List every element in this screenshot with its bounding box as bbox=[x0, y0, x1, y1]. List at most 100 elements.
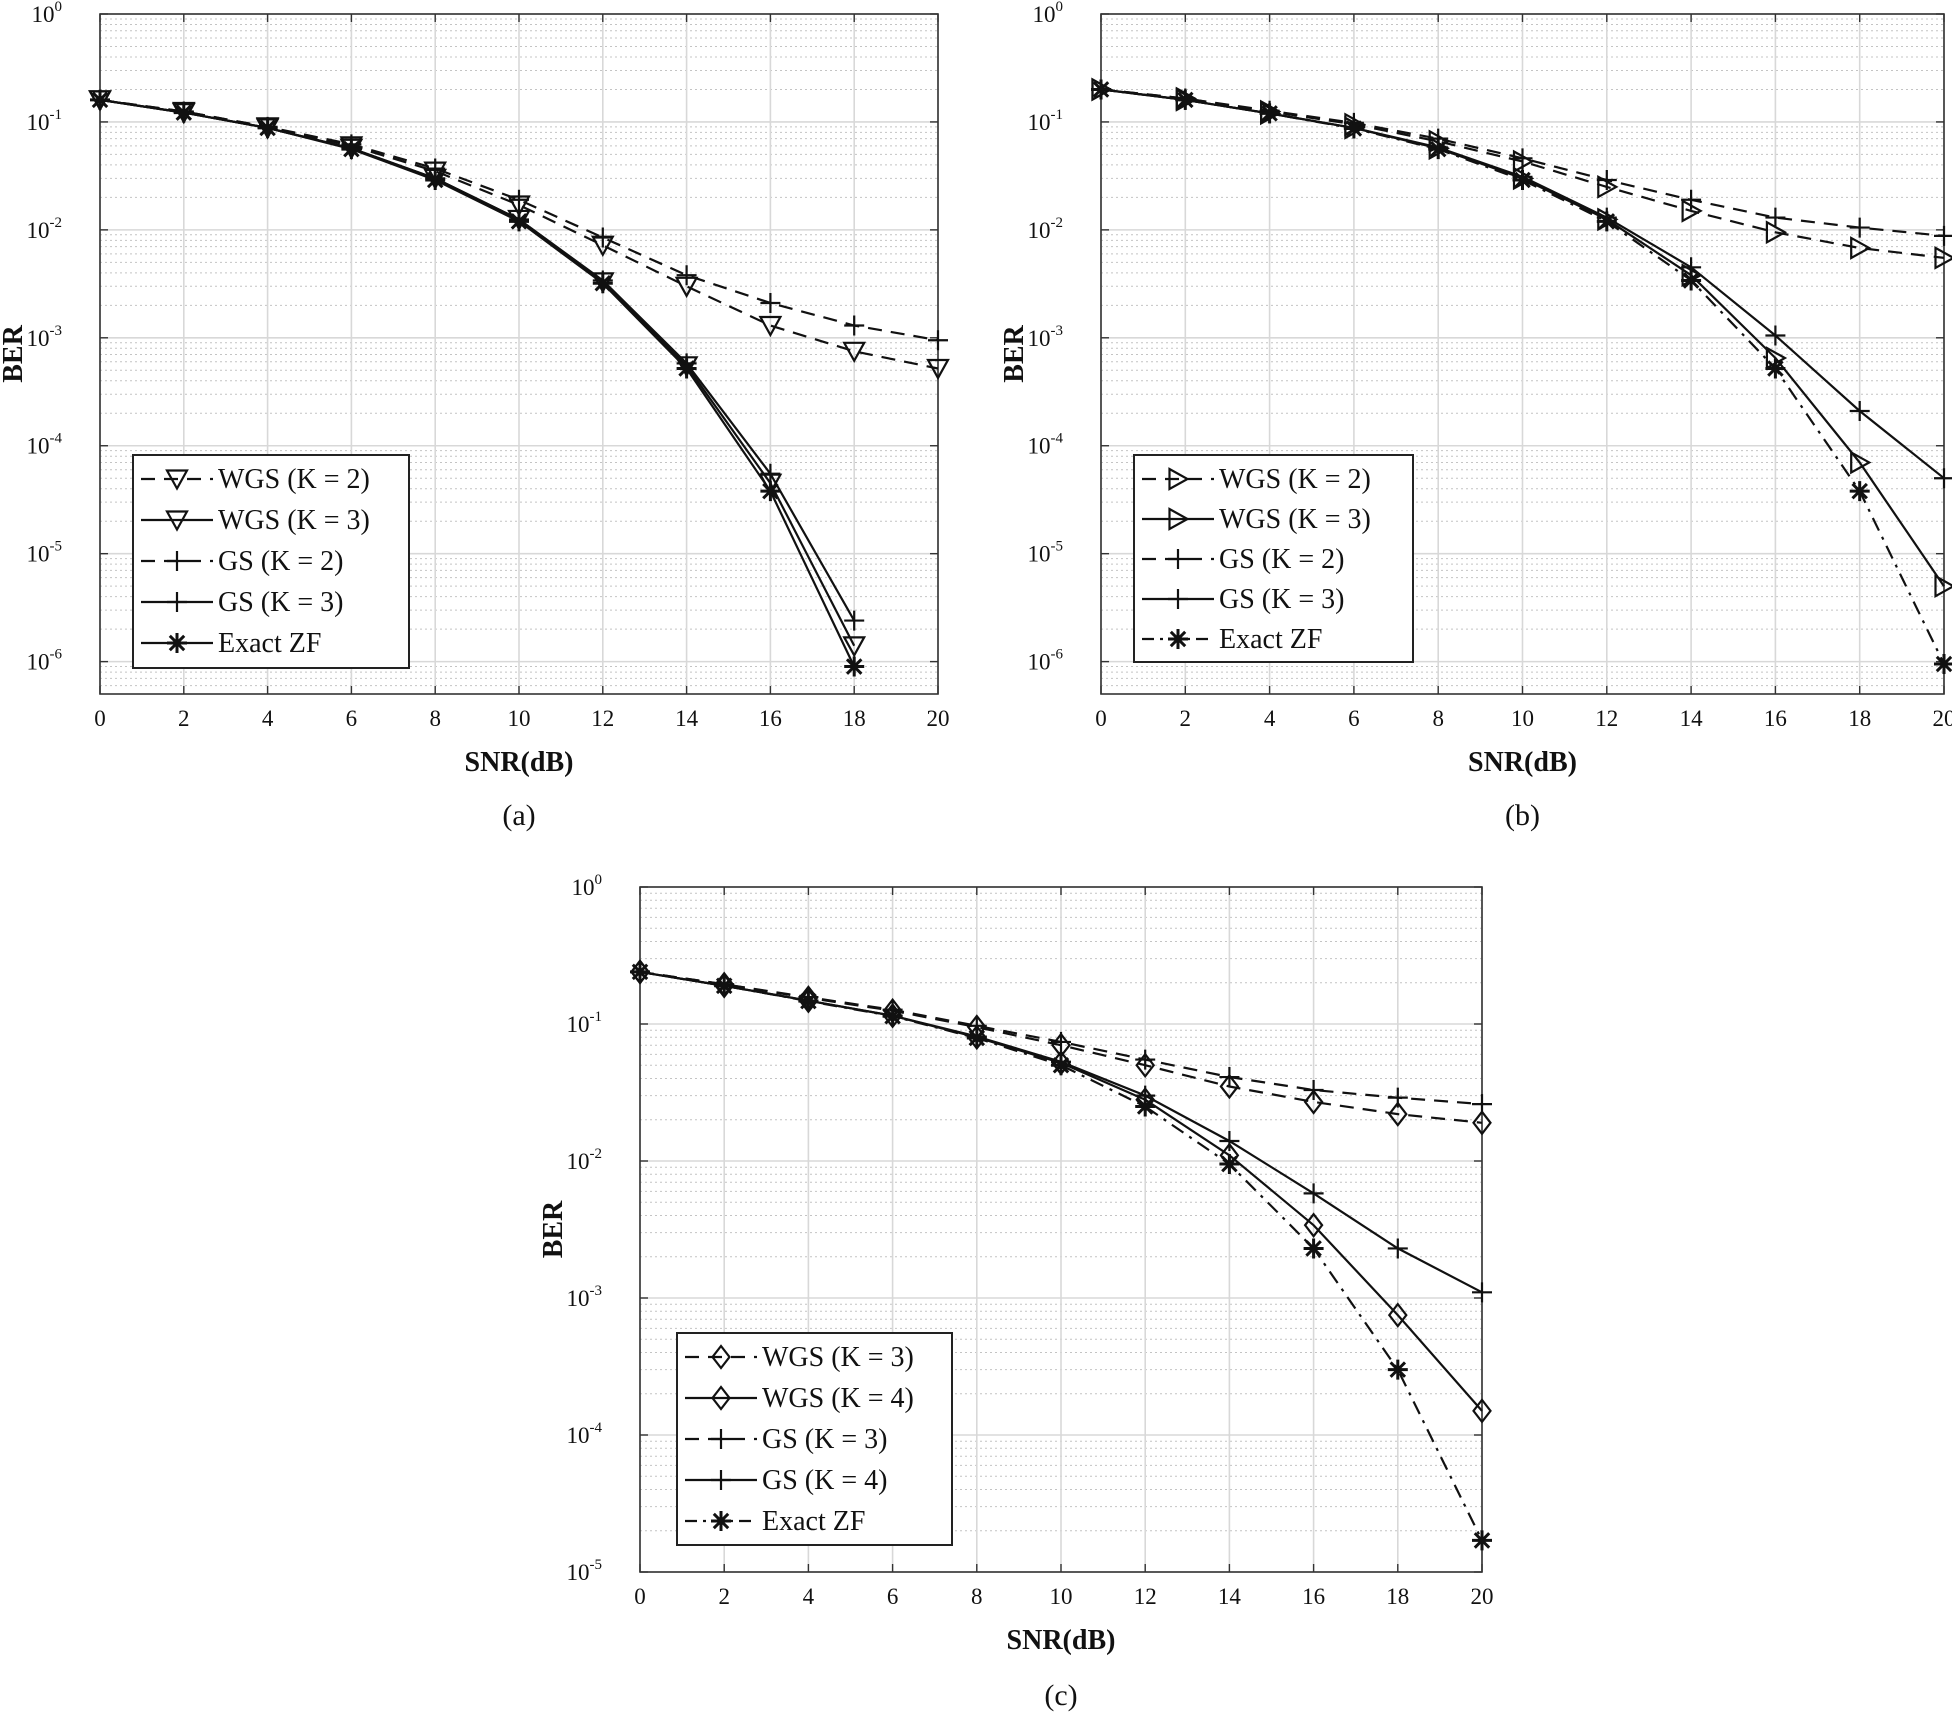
x-tick-label: 4 bbox=[1264, 706, 1276, 731]
y-tick-base: 10 bbox=[1033, 2, 1056, 27]
y-tick-base: 10 bbox=[27, 326, 50, 351]
legend-marker bbox=[1168, 467, 1190, 491]
y-tick-base: 10 bbox=[32, 2, 55, 27]
data-point bbox=[1387, 1359, 1408, 1380]
legend-marker bbox=[711, 1344, 731, 1370]
y-tick-base: 10 bbox=[1028, 326, 1051, 351]
data-point bbox=[844, 610, 865, 631]
y-tick-label: 100 bbox=[572, 872, 603, 900]
y-tick-label: 10-1 bbox=[27, 107, 63, 135]
legend-entry-label: Exact ZF bbox=[762, 1506, 865, 1537]
x-tick-label: 6 bbox=[887, 1584, 899, 1609]
y-tick-base: 10 bbox=[567, 1423, 590, 1448]
series-gs-k-3- bbox=[1091, 79, 1952, 489]
legend-marker bbox=[165, 510, 189, 532]
y-tick-label: 10-4 bbox=[567, 1420, 603, 1448]
data-point bbox=[1387, 1101, 1408, 1127]
legend-entry-label: GS (K = 2) bbox=[1219, 544, 1344, 575]
data-point bbox=[1681, 189, 1702, 210]
chart-panel-3: 0 2 4 6 8 10 12 14 16 18 2010010-110-210-310-410-5… bbox=[538, 872, 1494, 1712]
legend-marker bbox=[711, 1470, 731, 1490]
data-point bbox=[966, 1028, 987, 1049]
y-tick-base: 10 bbox=[567, 1012, 590, 1037]
x-tick-label: 14 bbox=[675, 706, 699, 731]
legend-entry-label: WGS (K = 2) bbox=[1219, 464, 1371, 495]
x-tick-label: 18 bbox=[843, 706, 866, 731]
data-point bbox=[173, 102, 194, 123]
data-point bbox=[1934, 654, 1952, 675]
y-tick-base: 10 bbox=[1028, 650, 1051, 675]
data-point bbox=[1934, 246, 1952, 270]
y-tick-label: 10-2 bbox=[1028, 215, 1064, 243]
data-point bbox=[1219, 1154, 1240, 1175]
y-tick-base: 10 bbox=[567, 1149, 590, 1174]
data-point bbox=[928, 330, 948, 351]
data-point bbox=[1303, 1238, 1324, 1259]
y-tick-exponent: -6 bbox=[1051, 647, 1064, 663]
data-point bbox=[1850, 450, 1872, 475]
legend-marker bbox=[711, 1385, 731, 1411]
data-point bbox=[257, 117, 278, 138]
data-point bbox=[341, 139, 362, 160]
data-point bbox=[1596, 169, 1617, 190]
data-point bbox=[90, 89, 110, 110]
y-tick-base: 10 bbox=[27, 650, 50, 675]
x-tick-label: 14 bbox=[1218, 1584, 1242, 1609]
data-point bbox=[1472, 1282, 1492, 1303]
y-tick-base: 10 bbox=[567, 1560, 590, 1585]
data-point bbox=[1472, 1530, 1492, 1551]
legend-entry-label: WGS (K = 3) bbox=[762, 1342, 914, 1373]
data-point bbox=[842, 341, 867, 364]
data-point bbox=[1135, 1096, 1156, 1117]
legend-marker bbox=[167, 551, 187, 571]
data-point bbox=[760, 293, 781, 314]
data-point bbox=[1135, 1049, 1156, 1070]
y-tick-base: 10 bbox=[1028, 110, 1051, 135]
data-point bbox=[844, 315, 865, 336]
series-gs-k-2- bbox=[1091, 79, 1952, 246]
y-tick-exponent: -1 bbox=[50, 107, 63, 123]
data-point bbox=[1387, 1087, 1408, 1108]
data-point bbox=[425, 169, 446, 190]
legend-entry-label: Exact ZF bbox=[218, 628, 321, 659]
x-tick-label: 8 bbox=[1432, 706, 1444, 731]
data-point bbox=[1387, 1302, 1408, 1328]
legend-marker bbox=[1168, 549, 1188, 569]
data-point bbox=[760, 481, 781, 502]
x-tick-label: 20 bbox=[1471, 1584, 1494, 1609]
y-tick-label: 10-5 bbox=[27, 539, 63, 567]
data-point bbox=[882, 1006, 903, 1027]
y-tick-exponent: 0 bbox=[55, 0, 63, 15]
y-tick-exponent: 0 bbox=[595, 872, 603, 888]
data-point bbox=[1849, 217, 1870, 238]
y-tick-base: 10 bbox=[1028, 218, 1051, 243]
legend-marker bbox=[167, 592, 187, 612]
x-tick-label: 10 bbox=[1050, 1584, 1073, 1609]
x-tick-label: 2 bbox=[178, 706, 190, 731]
data-point bbox=[509, 189, 529, 210]
legend: WGS (K = 2) WGS (K = 3) GS (K = 2) GS (K = … bbox=[1133, 454, 1414, 663]
data-point bbox=[1051, 1055, 1071, 1076]
x-tick-label: 10 bbox=[1511, 706, 1534, 731]
legend-entry-label: WGS (K = 3) bbox=[1219, 504, 1371, 535]
y-tick-exponent: -4 bbox=[590, 1420, 603, 1436]
legend-entry-label: WGS (K = 3) bbox=[218, 505, 370, 536]
y-tick-label: 10-3 bbox=[1028, 323, 1064, 351]
data-point bbox=[1472, 1094, 1492, 1115]
legend-marker bbox=[1168, 589, 1188, 609]
data-point bbox=[509, 211, 529, 232]
y-tick-label: 10-3 bbox=[567, 1283, 603, 1311]
data-point bbox=[714, 975, 735, 996]
legend-entry-label: GS (K = 2) bbox=[218, 546, 343, 577]
y-tick-exponent: -1 bbox=[590, 1009, 603, 1025]
y-tick-base: 10 bbox=[567, 1286, 590, 1311]
y-tick-label: 10-1 bbox=[1028, 107, 1064, 135]
data-point bbox=[1849, 400, 1870, 421]
legend: WGS (K = 2) WGS (K = 3) GS (K = 2) GS (K = … bbox=[132, 454, 410, 669]
x-tick-label: 16 bbox=[759, 706, 782, 731]
x-axis-label: SNR(dB) bbox=[1468, 747, 1577, 778]
x-tick-label: 6 bbox=[346, 706, 358, 731]
x-tick-label: 4 bbox=[803, 1584, 815, 1609]
y-tick-exponent: -5 bbox=[50, 539, 63, 555]
